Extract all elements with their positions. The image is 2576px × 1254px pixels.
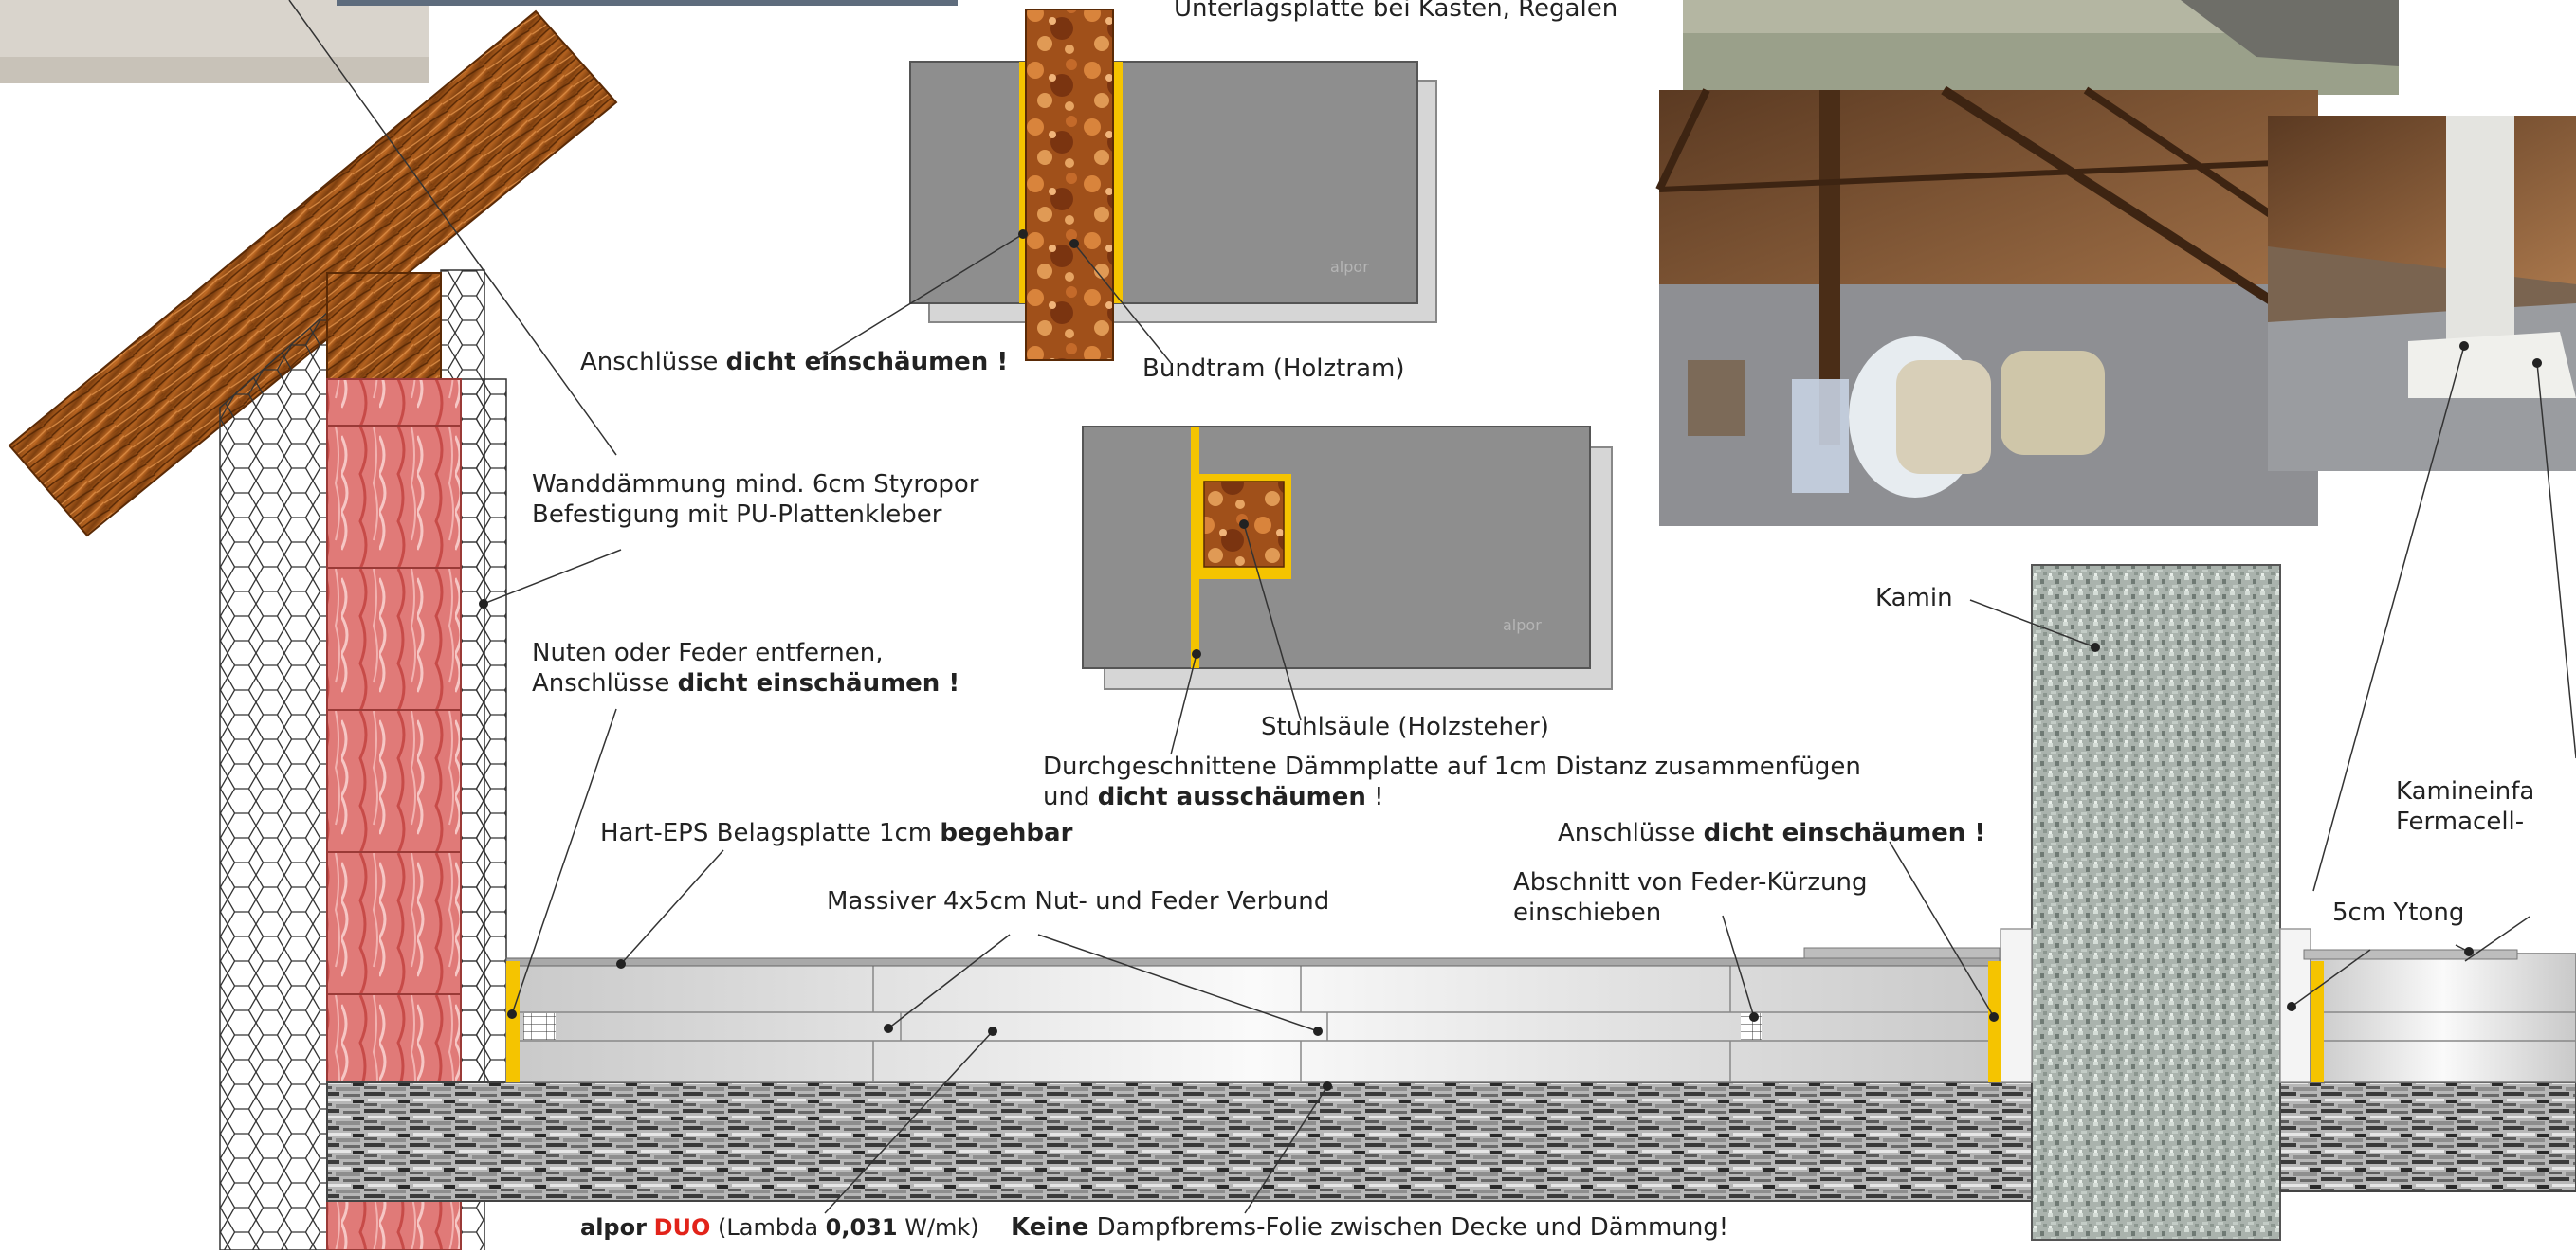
attic-photo-top [1683, 0, 2399, 95]
label-alpor-duo: alpor DUO (Lambda 0,031 W/mk) [580, 1214, 979, 1241]
label-durchgeschnitten-2: und dicht ausschäumen ! [1043, 783, 1384, 811]
label-abschnitt-2: einschieben [1513, 899, 1662, 927]
panel-stuhlsaeule [1082, 426, 1613, 690]
label-durchgeschnitten-1: Durchgeschnittene Dämmplatte auf 1cm Dis… [1043, 753, 1861, 781]
top-left-photo [0, 0, 958, 83]
brand-alpor: alpor [580, 1214, 647, 1241]
brand-duo: DUO [653, 1214, 711, 1241]
attic-photo-right [2268, 116, 2576, 471]
wall-top-beam [326, 272, 442, 380]
attic-photo-main [1655, 85, 2321, 526]
label-wanddaemmung-2: Befestigung mit PU-Plattenkleber [532, 500, 942, 529]
panel-bundtram [909, 9, 1437, 361]
label-bundtram: Bundtram (Holztram) [1142, 354, 1405, 383]
chimney [2031, 564, 2281, 1241]
label-kamineinfassung-2: Fermacell- [2396, 808, 2525, 836]
label-nuten-2: Anschlüsse dicht einschäumen ! [532, 669, 960, 698]
label-kamineinfassung-1: Kamineinfa [2396, 777, 2535, 806]
label-anschluesse-left: Anschlüsse dicht einschäumen ! [580, 348, 1009, 376]
label-unterlagsplatte: Unterlagsplatte bei Kästen, Regalen [1174, 0, 1618, 23]
label-ytong: 5cm Ytong [2332, 899, 2465, 927]
roof-rafter [8, 9, 618, 537]
label-hart-eps: Hart-EPS Belagsplatte 1cm begehbar [600, 819, 1073, 847]
label-keine-dampfbremse: Keine Dampfbrems-Folie zwischen Decke un… [1011, 1213, 1729, 1242]
label-massiver-verbund: Massiver 4x5cm Nut- und Feder Verbund [827, 887, 1330, 916]
panel-logo-bottom: alpor [1503, 616, 1542, 634]
label-wanddaemmung-1: Wanddämmung mind. 6cm Styropor [532, 470, 979, 499]
label-stuhlsaeule: Stuhlsäule (Holzsteher) [1261, 713, 1549, 741]
label-kamin: Kamin [1875, 584, 1953, 612]
label-anschluesse-right: Anschlüsse dicht einschäumen ! [1558, 819, 1986, 847]
panel-logo-top: alpor [1330, 258, 1369, 276]
leader-lines [288, 0, 2576, 1214]
label-abschnitt-1: Abschnitt von Feder-Kürzung [1513, 868, 1868, 897]
leader-dots [479, 229, 2542, 1091]
label-nuten-1: Nuten oder Feder entfernen, [532, 639, 884, 667]
floor-buildup [326, 928, 2576, 1202]
